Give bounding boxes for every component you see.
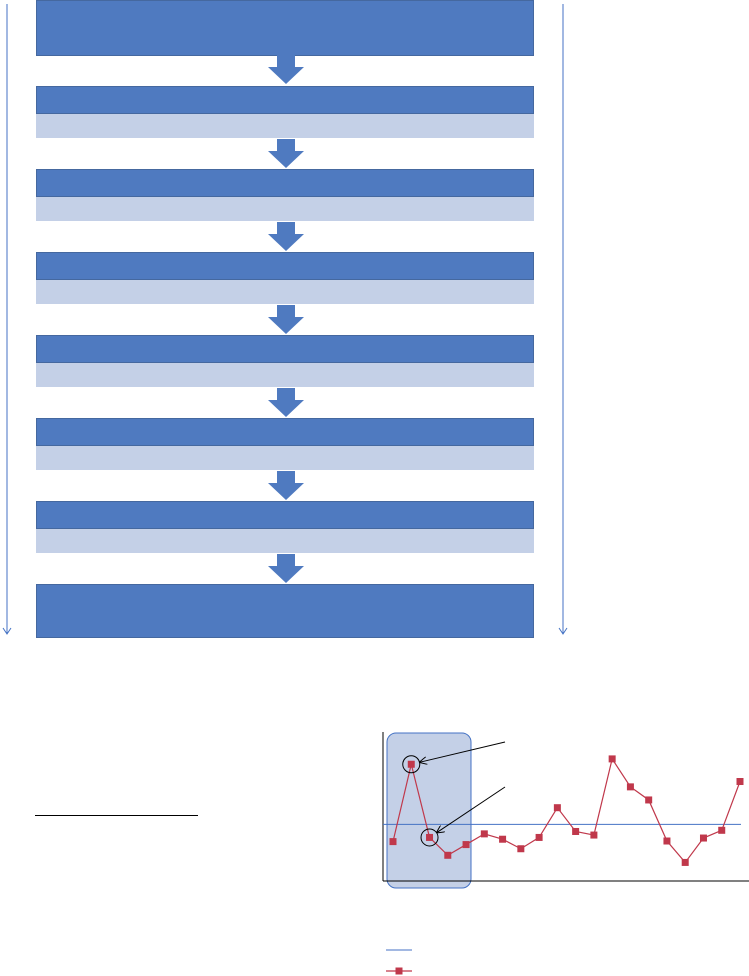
flow-step-3-detail: [36, 197, 534, 221]
down-arrow-icon: [268, 471, 304, 500]
circled-point-2: [420, 828, 439, 847]
flow-step-7-detail: [36, 529, 534, 553]
data-point-12: [590, 831, 598, 839]
footnote-separator: [35, 815, 198, 816]
flow-step-2: [36, 86, 534, 114]
data-point-15: [645, 796, 653, 804]
control-chart: [382, 732, 749, 975]
data-point-6: [480, 830, 488, 838]
flow-step-4-detail: [36, 280, 534, 304]
down-arrow-icon: [268, 388, 304, 417]
data-point-10: [553, 804, 561, 812]
flow-step-6: [36, 418, 534, 446]
legend-marker-series: [395, 967, 403, 975]
down-arrow-icon: [268, 55, 304, 84]
flow-step-2-detail: [36, 114, 534, 138]
down-arrow-icon: [268, 139, 304, 168]
data-point-1: [389, 838, 397, 846]
flow-step-6-detail: [36, 446, 534, 470]
data-point-11: [572, 827, 580, 835]
data-point-5: [462, 841, 470, 849]
data-point-8: [517, 845, 525, 853]
data-point-16: [663, 837, 671, 845]
down-arrow-icon: [268, 305, 304, 334]
data-point-3: [426, 833, 434, 841]
down-arrow-icon: [268, 554, 304, 583]
data-point-20: [736, 778, 744, 786]
data-point-19: [718, 826, 726, 834]
flow-step-8: [36, 584, 534, 638]
annotation-arrow-2: [437, 786, 506, 832]
data-point-18: [699, 834, 707, 842]
flow-step-4: [36, 252, 534, 280]
flow-step-1: [36, 0, 534, 56]
data-point-2: [407, 760, 415, 768]
flow-step-7: [36, 501, 534, 529]
data-point-4: [444, 851, 452, 859]
right-bracket-arrow: [558, 4, 568, 635]
flow-step-5: [36, 335, 534, 363]
data-point-9: [535, 833, 543, 841]
data-point-13: [608, 755, 616, 763]
flow-step-5-detail: [36, 363, 534, 387]
annotation-arrow-1: [420, 741, 506, 762]
flow-step-3: [36, 169, 534, 197]
data-point-17: [681, 858, 689, 866]
highlight-region: [386, 732, 472, 889]
down-arrow-icon: [268, 222, 304, 251]
data-point-14: [626, 783, 634, 791]
data-point-7: [499, 835, 507, 843]
left-bracket-arrow: [2, 4, 12, 635]
